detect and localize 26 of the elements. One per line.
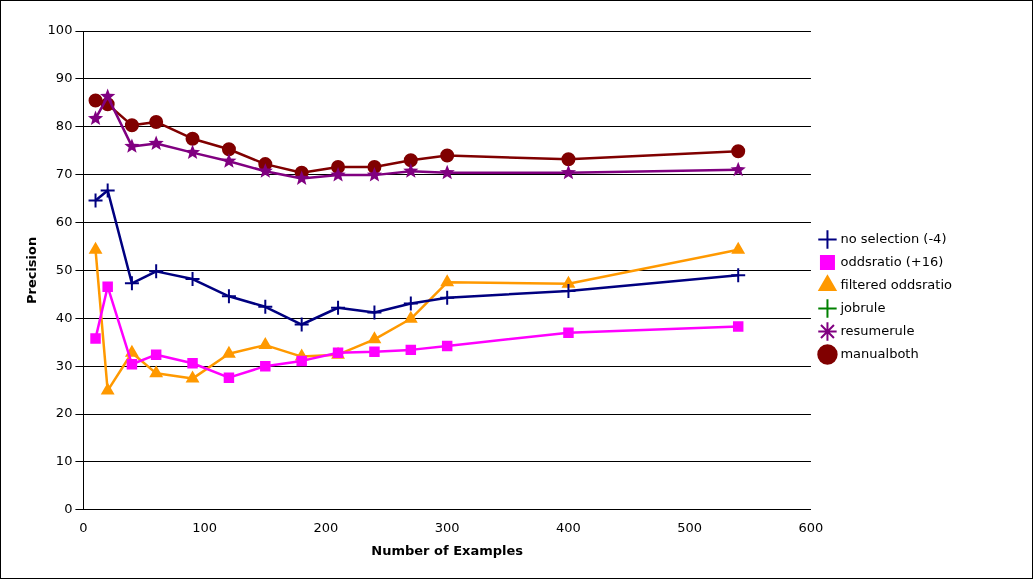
y-tick-label: 10 xyxy=(55,453,73,469)
y-tick-label: 80 xyxy=(55,118,73,134)
legend-label: no selection (-4) xyxy=(840,230,947,246)
legend-label: filtered oddsratio xyxy=(840,276,953,292)
legend-label: jobrule xyxy=(839,299,886,315)
x-tick-label: 500 xyxy=(677,519,703,535)
x-tick-label: 100 xyxy=(192,519,218,535)
x-tick-label: 300 xyxy=(434,519,460,535)
legend-label: resumerule xyxy=(840,322,915,338)
y-axis-title: Precision xyxy=(24,236,40,305)
legend-label: manualboth xyxy=(840,345,919,361)
y-tick-label: 30 xyxy=(55,357,73,373)
y-tick-label: 0 xyxy=(64,501,73,517)
y-tick-label: 40 xyxy=(55,309,73,325)
y-tick-label: 50 xyxy=(55,261,73,277)
y-tick-label: 60 xyxy=(55,213,73,229)
legend-label: oddsratio (+16) xyxy=(840,253,944,269)
x-tick-label: 200 xyxy=(313,519,339,535)
y-tick-label: 90 xyxy=(55,70,73,86)
x-axis-title: Number of Examples xyxy=(371,542,524,558)
x-tick-label: 0 xyxy=(79,519,88,535)
x-tick-label: 600 xyxy=(798,519,824,535)
y-tick-label: 20 xyxy=(55,405,73,421)
y-tick-label: 70 xyxy=(55,166,73,182)
x-tick-label: 400 xyxy=(556,519,581,535)
y-tick-label: 100 xyxy=(47,22,73,38)
